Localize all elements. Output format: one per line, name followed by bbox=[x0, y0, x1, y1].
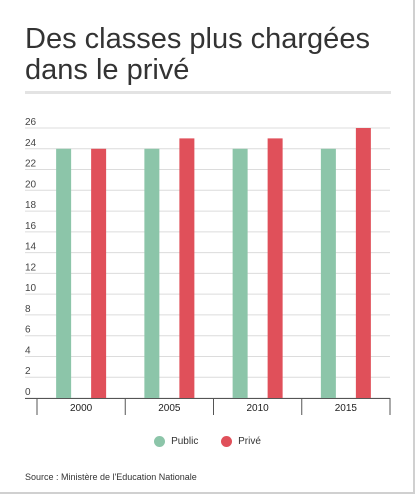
bar-public-2005 bbox=[144, 148, 160, 398]
y-tick-label-20: 20 bbox=[25, 179, 37, 190]
bar-prive-2000 bbox=[91, 148, 107, 398]
legend-item-public: Public bbox=[154, 436, 198, 447]
bars bbox=[56, 128, 371, 398]
chart-title: Des classes plus chargées dans le privé bbox=[25, 23, 370, 86]
y-tick-label-16: 16 bbox=[25, 221, 37, 232]
bar-public-2015 bbox=[320, 148, 336, 398]
y-tick-label-22: 22 bbox=[25, 159, 37, 170]
y-tick-label-12: 12 bbox=[25, 262, 37, 273]
y-tick-label-14: 14 bbox=[25, 242, 37, 253]
x-tick-label-2015: 2015 bbox=[335, 403, 358, 414]
legend-swatch-prive bbox=[221, 436, 233, 447]
x-axis: 2000 2005 2010 2015 bbox=[25, 398, 391, 415]
x-tick-label-2000: 2000 bbox=[70, 403, 93, 414]
legend-label-prive: Privé bbox=[238, 436, 261, 447]
y-tick-label-10: 10 bbox=[25, 283, 37, 294]
y-tick-label-4: 4 bbox=[25, 345, 31, 356]
bar-prive-2015 bbox=[355, 128, 371, 398]
y-tick-label-0: 0 bbox=[25, 387, 31, 398]
y-tick-label-26: 26 bbox=[25, 117, 37, 128]
legend-item-prive: Privé bbox=[221, 436, 261, 447]
bar-prive-2005 bbox=[179, 138, 195, 398]
source-note: Source : Ministère de l'Education Nation… bbox=[25, 472, 197, 482]
legend-label-public: Public bbox=[171, 436, 199, 447]
legend: Public Privé bbox=[0, 436, 415, 450]
y-tick-label-18: 18 bbox=[25, 200, 37, 211]
x-tick-label-2010: 2010 bbox=[247, 403, 270, 414]
y-tick-label-24: 24 bbox=[25, 138, 37, 149]
bar-public-2010 bbox=[232, 148, 248, 398]
y-tick-label-8: 8 bbox=[25, 304, 31, 315]
bar-public-2000 bbox=[56, 148, 72, 398]
title-divider bbox=[25, 91, 391, 94]
x-tick-label-2005: 2005 bbox=[158, 403, 181, 414]
y-tick-label-2: 2 bbox=[25, 366, 31, 377]
legend-swatch-public bbox=[154, 436, 166, 447]
bar-prive-2010 bbox=[267, 138, 283, 398]
y-tick-label-6: 6 bbox=[25, 325, 31, 336]
